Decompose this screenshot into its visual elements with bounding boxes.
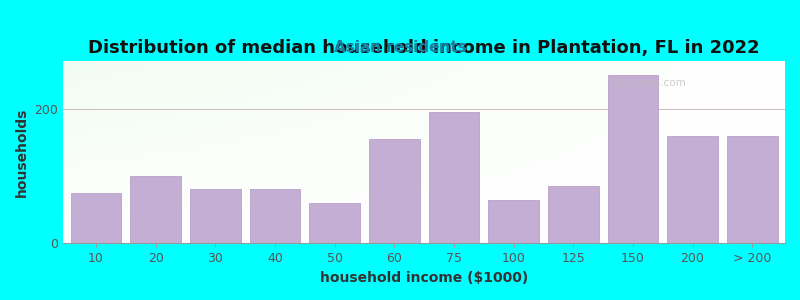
Bar xyxy=(727,136,778,243)
Bar xyxy=(250,190,300,243)
Bar xyxy=(310,203,360,243)
Bar xyxy=(548,186,598,243)
Title: Distribution of median household income in Plantation, FL in 2022: Distribution of median household income … xyxy=(88,39,760,57)
Bar xyxy=(70,193,122,243)
Bar xyxy=(190,190,241,243)
Text: City-Data.com: City-Data.com xyxy=(612,78,686,88)
Bar xyxy=(429,112,479,243)
Bar xyxy=(667,136,718,243)
X-axis label: household income ($1000): household income ($1000) xyxy=(320,271,528,285)
Y-axis label: households: households xyxy=(15,108,29,197)
Bar xyxy=(488,200,539,243)
Bar xyxy=(607,75,658,243)
Text: Asian residents: Asian residents xyxy=(334,40,466,56)
Bar xyxy=(369,139,420,243)
Bar xyxy=(130,176,181,243)
